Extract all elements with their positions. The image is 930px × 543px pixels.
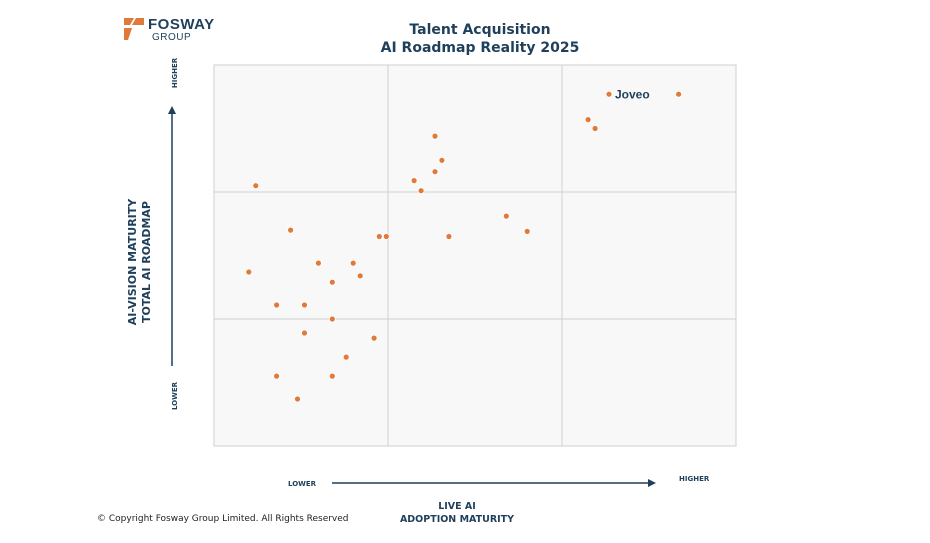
copyright-footer: © Copyright Fosway Group Limited. All Ri… — [97, 514, 349, 524]
data-point-2 — [675, 90, 682, 98]
data-point-23 — [301, 301, 308, 309]
x-axis-label-line1: LIVE AI — [438, 501, 476, 512]
data-point-13 — [287, 226, 295, 234]
fosway-logo: FOSWAY GROUP — [122, 16, 222, 44]
x-axis-label: LIVE AI ADOPTION MATURITY — [357, 500, 557, 526]
data-point-9 — [417, 187, 425, 195]
data-point-16 — [445, 233, 453, 240]
data-point-30 — [294, 395, 301, 403]
data-point-7 — [431, 168, 439, 176]
chart-title: Talent Acquisition AI Roadmap Reality 20… — [330, 21, 630, 57]
data-point-6 — [438, 156, 446, 164]
data-point-26 — [370, 334, 378, 342]
data-point-24 — [328, 315, 336, 323]
data-point-29 — [328, 372, 336, 380]
logo-brand: FOSWAY — [148, 16, 215, 33]
data-point-17 — [314, 259, 322, 267]
y-axis-label-line1: AI-VISION MATURITY — [126, 198, 139, 326]
data-point-22 — [273, 301, 281, 309]
data-point-4 — [591, 125, 599, 132]
data-point-8 — [410, 177, 418, 185]
data-point-28 — [273, 372, 281, 380]
data-point-27 — [342, 353, 350, 361]
y-tick-low: LOWER — [171, 381, 179, 411]
fosway-logo-mark-icon — [124, 18, 144, 40]
data-point-1 — [605, 90, 613, 98]
data-point-15 — [382, 233, 390, 240]
data-point-14 — [375, 233, 383, 240]
points-layer: Joveo — [245, 88, 682, 403]
x-axis-label-line2: ADOPTION MATURITY — [399, 514, 515, 525]
logo-sub: GROUP — [152, 32, 192, 43]
y-axis-arrowhead-icon — [168, 106, 176, 114]
data-point-5 — [431, 132, 439, 140]
x-tick-low: LOWER — [288, 480, 317, 488]
chart-title-line1: Talent Acquisition — [409, 22, 551, 38]
y-axis-label-line2: TOTAL AI ROADMAP — [140, 201, 153, 323]
data-point-21 — [328, 278, 336, 286]
x-tick-high: HIGHER — [679, 475, 710, 483]
data-point-20 — [356, 272, 364, 280]
data-point-25 — [301, 329, 308, 337]
data-point-3 — [584, 116, 592, 123]
data-point-12 — [523, 227, 531, 235]
data-point-10 — [252, 182, 260, 190]
y-axis-label: AI-VISION MATURITY TOTAL AI ROADMAP — [126, 199, 154, 325]
plot-area — [213, 64, 737, 447]
data-point-18 — [349, 259, 357, 267]
y-tick-high: HIGHER — [171, 57, 179, 89]
data-point-label-1: Joveo — [615, 88, 650, 102]
x-axis-arrowhead-icon — [648, 479, 656, 487]
chart-title-line2: AI Roadmap Reality 2025 — [380, 40, 580, 56]
data-point-11 — [502, 212, 510, 220]
data-point-19 — [245, 268, 253, 276]
